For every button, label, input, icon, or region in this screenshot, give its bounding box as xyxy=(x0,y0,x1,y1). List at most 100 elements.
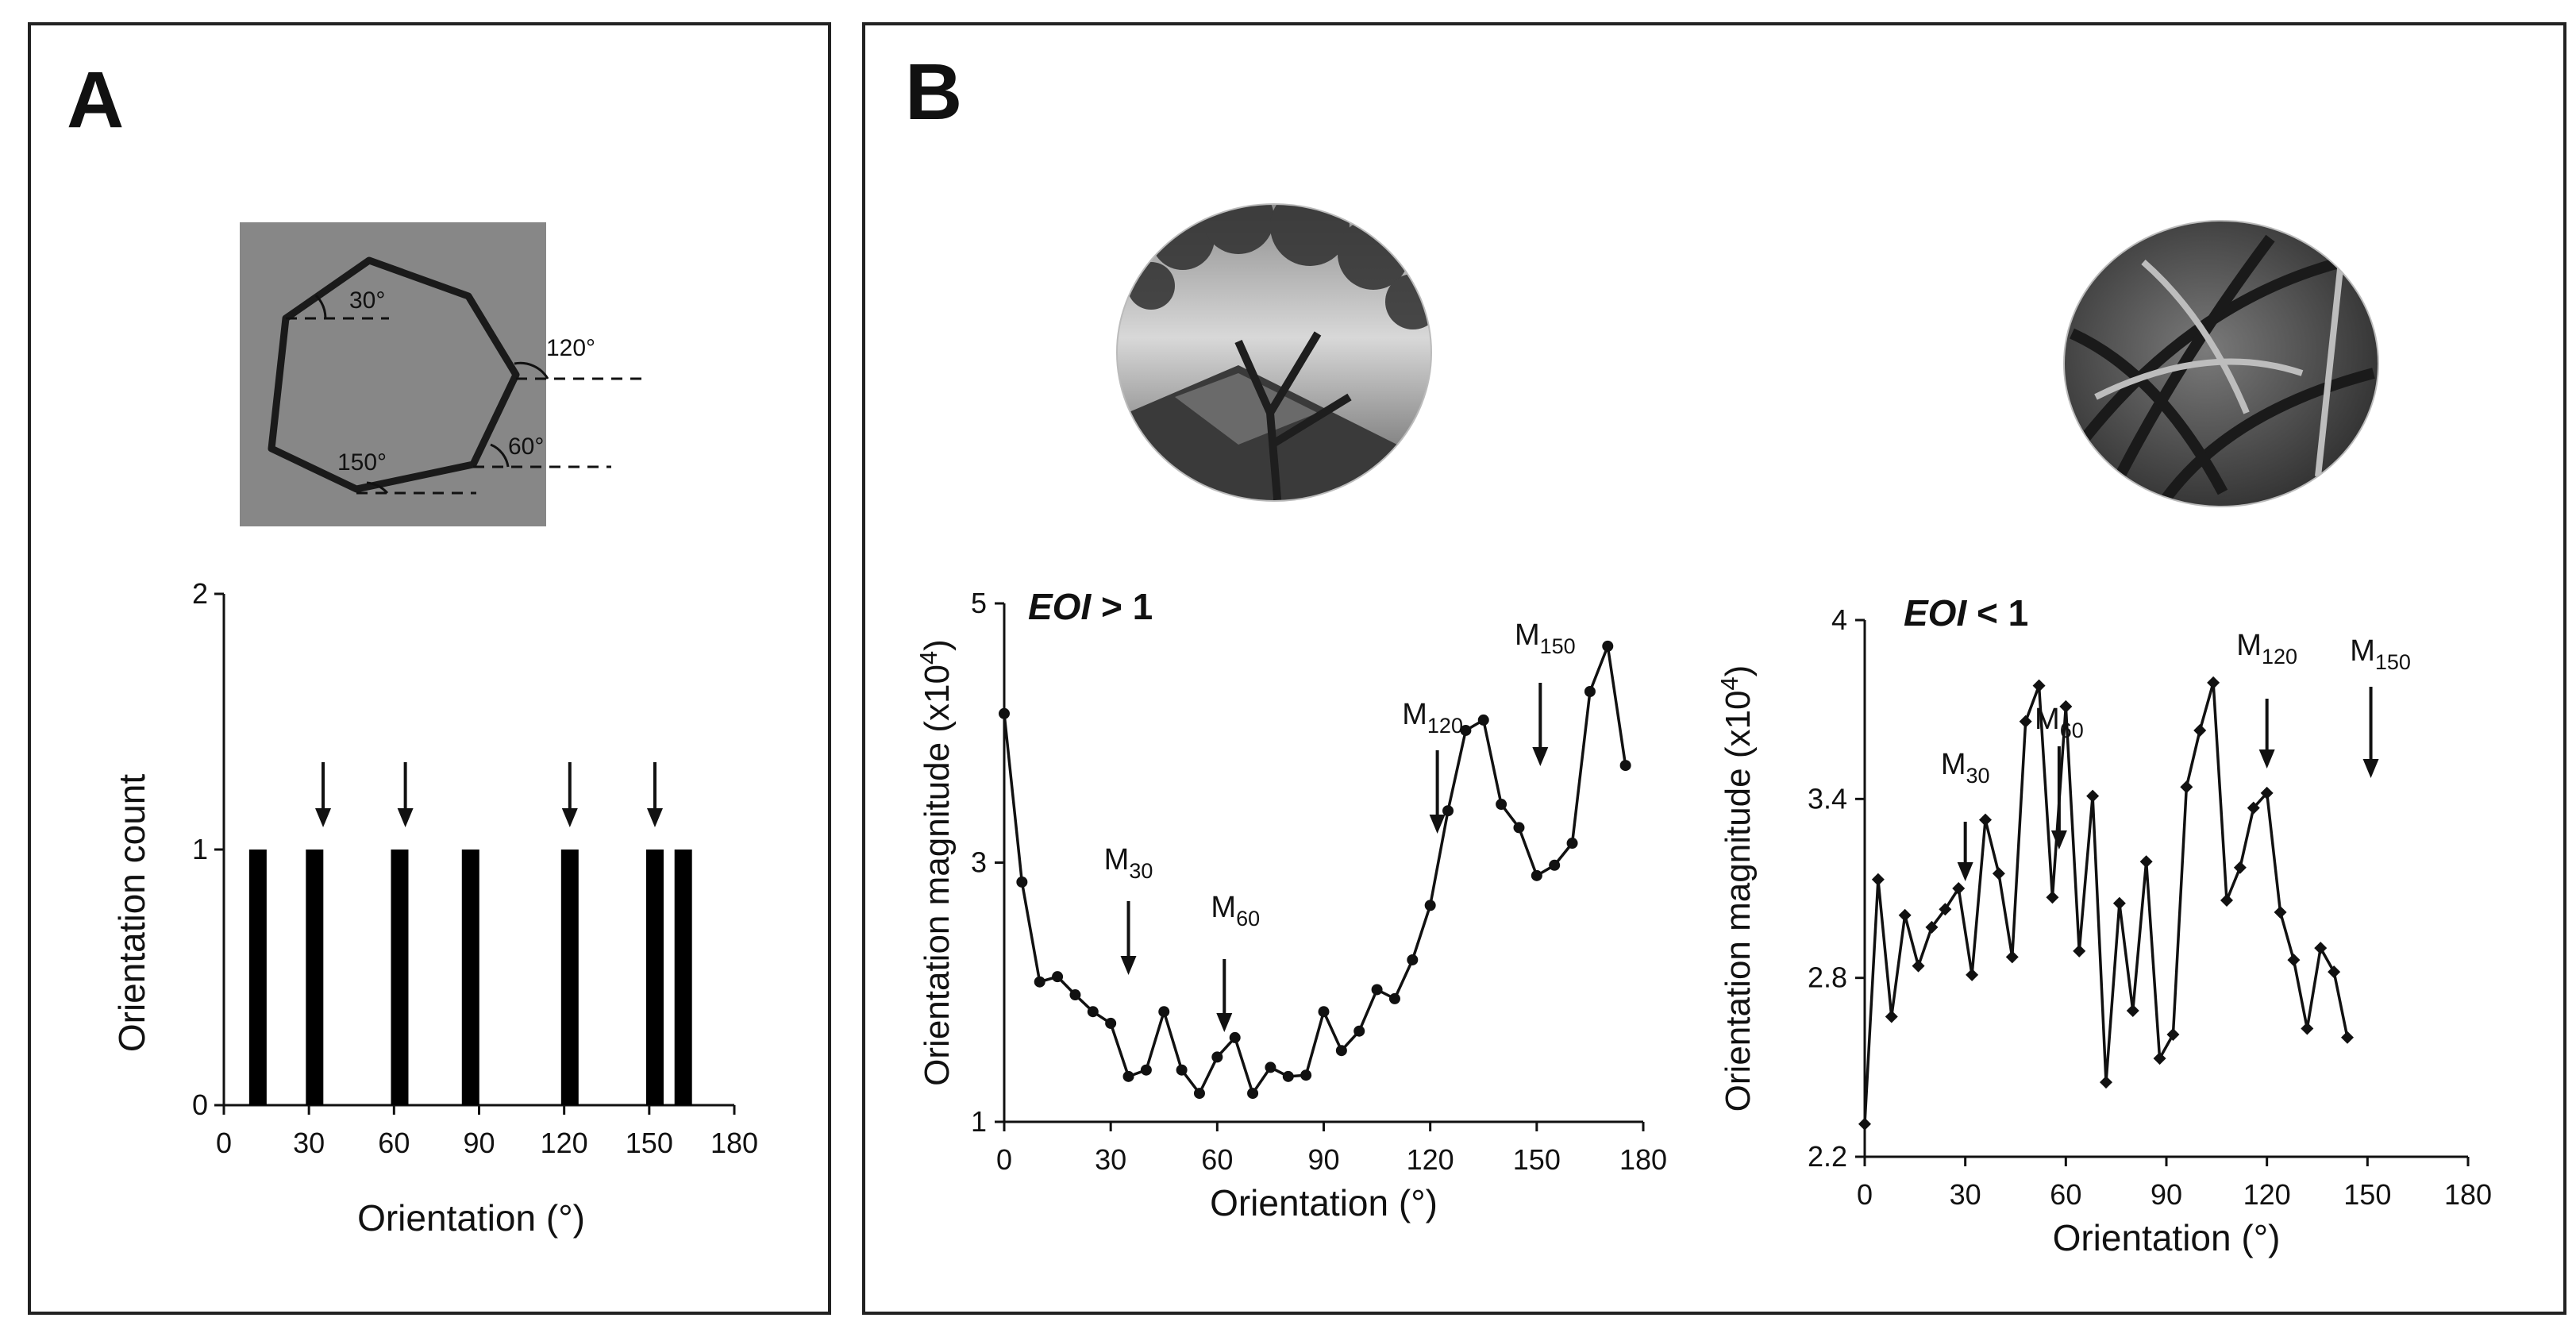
chart-b-left-marker-arrow-120-head xyxy=(1429,815,1446,834)
chart-b-left-point xyxy=(1016,876,1028,888)
chart-b-left-x-tick-label: 120 xyxy=(1407,1143,1454,1176)
chart-b-left-point xyxy=(1602,640,1614,652)
chart-b-right-point xyxy=(2301,1022,2314,1035)
chart-b-left-point xyxy=(1229,1031,1241,1043)
chart-b-right-x-tick-label: 30 xyxy=(1950,1178,1981,1211)
chart-b-left-plot: M30 M60 M120 M150 xyxy=(999,618,1631,1100)
chart-b-left-point xyxy=(1300,1069,1312,1081)
chart-b-right-point xyxy=(2233,861,2247,874)
chart-b-left-point xyxy=(1176,1064,1188,1076)
chart-a-x-tick-label: 150 xyxy=(626,1127,673,1159)
chart-b-right-point xyxy=(2019,715,2032,728)
chart-b-right-point xyxy=(2059,699,2073,713)
chart-b-left-eoi-label: EOI > 1 xyxy=(1028,586,1153,627)
chart-b-left-point xyxy=(1122,1070,1134,1082)
chart-a-x-tick-label: 30 xyxy=(293,1127,325,1159)
chart-b-left-point xyxy=(1353,1025,1365,1037)
chart-b-right-point xyxy=(2287,954,2301,967)
chart-b-left-y-tick-label: 1 xyxy=(971,1105,987,1138)
chart-b-right-marker-arrow-150-head xyxy=(2362,759,2379,778)
chart-b-left-point xyxy=(1442,805,1454,817)
chart-b-left-point xyxy=(1549,859,1561,871)
chart-b-right-y-label: Orientation magnitude (x104) xyxy=(1715,665,1758,1112)
chart-b-right-point xyxy=(2073,944,2086,957)
chart-a-arrow xyxy=(561,762,578,827)
chart-b-left-point xyxy=(1069,989,1081,1001)
chart-b-right-point xyxy=(2341,1031,2354,1044)
chart-b-left-x-tick-label: 90 xyxy=(1307,1143,1339,1176)
chart-b-right-marker-label-120: M120 xyxy=(2236,629,2297,668)
chart-b-left-x-tick-label: 0 xyxy=(996,1143,1012,1176)
chart-a-y-label: Orientation count xyxy=(111,774,152,1053)
image-foliage xyxy=(2063,220,2379,507)
chart-a-bar xyxy=(391,850,409,1105)
chart-a-x-tick-label: 120 xyxy=(541,1127,588,1159)
chart-b-left-point xyxy=(1531,869,1542,881)
angle-label-60: 60° xyxy=(508,433,544,460)
chart-b-left-marker-label-30: M30 xyxy=(1104,843,1153,883)
chart-b-right-x-tick-label: 180 xyxy=(2444,1178,2492,1211)
chart-b-left-point xyxy=(1140,1064,1152,1076)
chart-b-right-plot: M30 M60 M120 M150 xyxy=(1858,629,2411,1131)
chart-b-right-point xyxy=(2260,786,2274,800)
chart-b-right-marker-arrow-120 xyxy=(2258,699,2275,769)
chart-b-right-point xyxy=(2046,891,2059,904)
chart-b-right-x-tick-label: 150 xyxy=(2343,1178,2391,1211)
chart-a-bar xyxy=(560,850,579,1105)
polygon-shape xyxy=(268,256,520,493)
chart-b-right-marker-arrow-150 xyxy=(2362,687,2379,778)
chart-a-y-tick-label: 2 xyxy=(192,577,208,610)
chart-b-right-marker-arrow-60 xyxy=(2050,746,2067,850)
chart-b-left-point xyxy=(1265,1062,1276,1073)
chart-b-left-point xyxy=(1211,1051,1223,1063)
chart-b-right-point xyxy=(2274,906,2287,919)
panel-a-letter: A xyxy=(67,56,124,144)
chart-b-right-marker-label-30: M30 xyxy=(1941,748,1990,788)
chart-b-left-x-tick-label: 60 xyxy=(1201,1143,1233,1176)
chart-b-left-x-tick-label: 150 xyxy=(1513,1143,1561,1176)
chart-b-right-point xyxy=(2112,896,2126,910)
chart-b-left-x-tick-label: 180 xyxy=(1619,1143,1667,1176)
polygon-illustration: 30° 120° 60° 150° xyxy=(240,222,643,526)
chart-b-right-point xyxy=(2166,1028,2180,1042)
chart-b-right-point xyxy=(2032,679,2046,692)
chart-a-arrow-head xyxy=(315,808,332,827)
chart-a-bar xyxy=(461,850,479,1105)
chart-b-right-point xyxy=(2247,801,2260,815)
chart-b-right-y-tick-label: 3.4 xyxy=(1808,782,1847,815)
chart-b-right-point xyxy=(1885,1010,1898,1023)
chart-b-right-point xyxy=(2100,1076,2112,1089)
chart-a-x-tick-label: 60 xyxy=(378,1127,410,1159)
chart-b-left-point xyxy=(1034,976,1045,988)
angle-arc-120 xyxy=(514,361,549,380)
chart-b-left-marker-label-60: M60 xyxy=(1211,891,1260,931)
chart-b-left-point xyxy=(1318,1006,1330,1018)
chart-b-right-point xyxy=(2139,855,2153,869)
chart-a-arrow-head xyxy=(397,808,414,827)
chart-b-right-x-tick-label: 90 xyxy=(2151,1178,2182,1211)
chart-b-right-x-tick-label: 0 xyxy=(1857,1178,1873,1211)
chart-b-right-y-tick-label: 2.8 xyxy=(1808,961,1847,994)
chart-b-right-point xyxy=(1898,908,1912,922)
chart-b-left-point xyxy=(1407,954,1419,965)
chart-a-y-tick-label: 1 xyxy=(192,833,208,865)
chart-b-left-marker-label-150: M150 xyxy=(1515,618,1576,658)
chart-b-right-point xyxy=(1858,1117,1871,1131)
chart-b-right-marker-arrow-120-head xyxy=(2258,749,2275,769)
chart-b-left-point xyxy=(1371,984,1383,996)
chart-a-x-tick-label: 0 xyxy=(216,1127,232,1159)
chart-b-right-point xyxy=(2180,780,2193,794)
chart-b-left-y-tick-label: 5 xyxy=(971,587,987,619)
chart-b-left-marker-arrow-60 xyxy=(1216,959,1233,1032)
chart-b-right-x-tick-label: 120 xyxy=(2243,1178,2291,1211)
chart-b-left-y-tick-label: 3 xyxy=(971,846,987,879)
chart-b-left-series-line xyxy=(1003,641,1627,1097)
chart-b-right-point xyxy=(1952,882,1966,895)
chart-b-left-x-label: Orientation (°) xyxy=(1210,1182,1438,1223)
chart-b-right-y-tick-label: 4 xyxy=(1831,603,1847,636)
chart-b-right-point xyxy=(2207,676,2220,689)
chart-b-left-marker-label-120: M120 xyxy=(1402,698,1463,738)
chart-b-left-point xyxy=(1247,1088,1259,1100)
image-tree-house xyxy=(1116,203,1432,502)
